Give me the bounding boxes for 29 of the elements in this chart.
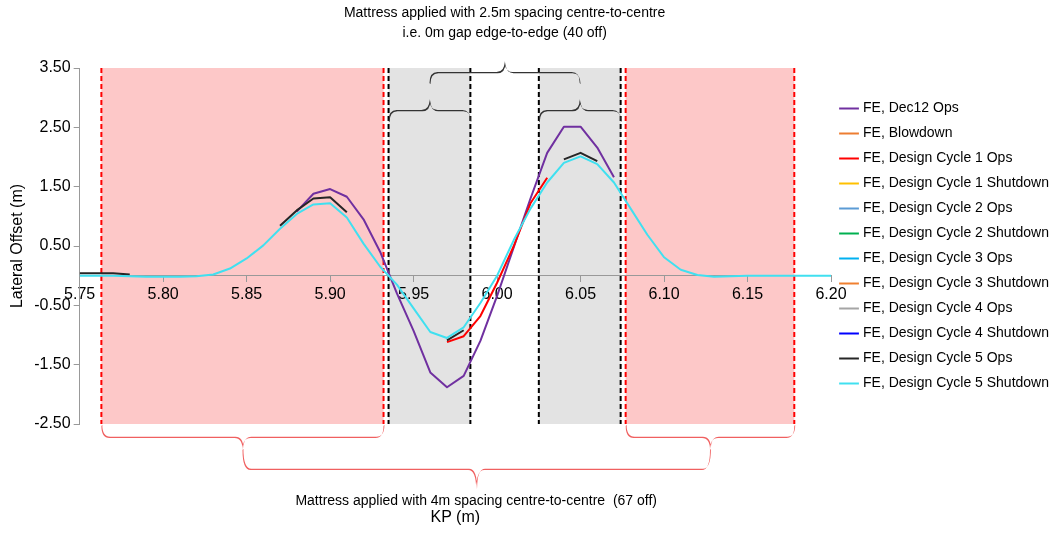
legend-label: FE, Dec12 Ops — [863, 99, 959, 116]
y-tick-label: 1.50 — [39, 177, 71, 195]
y-tick-label: 2.50 — [39, 117, 71, 135]
legend-label: FE, Design Cycle 4 Shutdown — [863, 324, 1050, 341]
legend-label: FE, Design Cycle 1 Shutdown — [863, 174, 1050, 191]
x-tick-label: 5.80 — [147, 284, 179, 302]
legend-label: FE, Design Cycle 4 Ops — [863, 299, 1013, 316]
x-tick-label: 5.85 — [231, 284, 263, 302]
y-tick-label: 3.50 — [39, 58, 71, 76]
y-tick-label: -1.50 — [34, 355, 71, 373]
legend-label: FE, Design Cycle 3 Shutdown — [863, 274, 1050, 291]
x-tick-label: 5.90 — [314, 284, 346, 302]
text: Mattress applied with 2.5m spacing centre-to-centre i.e. 0m gap edge-to-edge (40 off) — [343, 3, 666, 42]
x-tick-label: 6.15 — [731, 284, 764, 302]
legend-label: FE, Design Cycle 5 Shutdown — [863, 374, 1050, 391]
y-tick-label: 0.50 — [39, 236, 71, 254]
legend-label: FE, Blowdown — [863, 124, 953, 141]
x-tick-label: 6.05 — [565, 284, 597, 302]
x-axis-title: KP (m) — [430, 508, 481, 526]
legend-label: FE, Design Cycle 2 Shutdown — [863, 224, 1050, 241]
x-tick-label: 6.20 — [815, 284, 847, 302]
legend-label: FE, Design Cycle 3 Ops — [863, 249, 1013, 266]
x-tick-label: 6.10 — [648, 284, 680, 302]
y-tick-label: -2.50 — [34, 414, 71, 432]
legend-label: FE, Design Cycle 2 Ops — [863, 199, 1013, 216]
legend-label: FE, Design Cycle 1 Ops — [863, 149, 1013, 166]
legend-label: FE, Design Cycle 5 Ops — [863, 349, 1013, 366]
y-axis-title: Lateral Offset (m) — [8, 183, 26, 309]
text: Mattress applied with 4m spacing centre-to-centre (67 off) — [295, 491, 657, 510]
